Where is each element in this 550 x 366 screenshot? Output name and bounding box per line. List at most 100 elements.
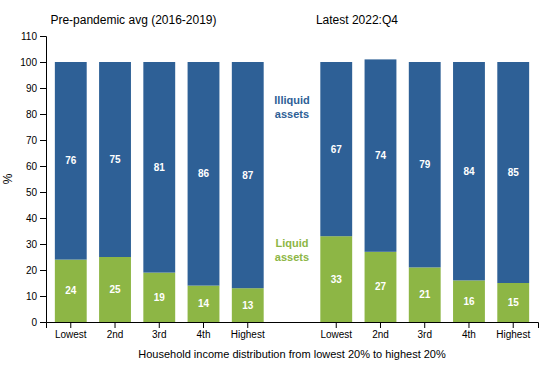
y-tick-label: 70: [26, 135, 38, 146]
x-tick-label: Lowest: [320, 329, 352, 340]
x-tick-label: 3rd: [418, 329, 432, 340]
chart-container: 2425191413332721161576758186876774798485…: [0, 0, 550, 366]
y-tick-mark: [40, 166, 46, 167]
legend-line: Liquid: [276, 237, 309, 249]
x-tick: 4th: [197, 322, 211, 340]
x-axis-line: [47, 323, 539, 329]
bar-segment: [320, 236, 352, 322]
x-tick-label: 4th: [462, 329, 476, 340]
chart: 2425191413332721161576758186876774798485…: [0, 0, 550, 366]
y-tick-label: 0: [31, 317, 37, 328]
bar-segment: [188, 286, 220, 322]
x-tick: 2nd: [372, 322, 389, 340]
data-label: 74: [375, 150, 387, 161]
y-tick: 50: [26, 187, 46, 198]
bar-segment: [99, 62, 131, 257]
y-tick-mark: [40, 62, 46, 63]
x-tick-mark: [380, 322, 381, 328]
x-tick: Highest: [496, 322, 530, 340]
data-label: 19: [154, 292, 166, 303]
data-label: 33: [331, 274, 343, 285]
x-tick: 4th: [462, 322, 476, 340]
data-label: 15: [508, 297, 520, 308]
bar-segment: [55, 260, 87, 322]
bar-segment: [365, 59, 397, 251]
data-label: 14: [198, 298, 210, 309]
x-tick: Lowest: [55, 322, 87, 340]
bar-segment: [143, 62, 175, 273]
y-tick: 0: [31, 317, 46, 328]
y-tick-label: 80: [26, 109, 38, 120]
y-tick-mark: [40, 192, 46, 193]
y-tick: 110: [21, 31, 46, 42]
bar-segment: [497, 283, 529, 322]
bar-segment: [232, 288, 264, 322]
bar-segment: [99, 257, 131, 322]
y-tick-label: 100: [20, 57, 37, 68]
y-tick-label: 90: [26, 83, 38, 94]
data-label: 87: [242, 170, 254, 181]
data-label: 27: [375, 281, 387, 292]
x-axis: Lowest 2nd 3rd 4th Highest Lowest 2nd 3rd 4th Hig…: [47, 322, 539, 340]
data-label: 84: [463, 166, 475, 177]
x-tick-mark: [424, 322, 425, 328]
x-tick-mark: [70, 322, 71, 328]
data-label: 16: [463, 296, 475, 307]
y-tick-mark: [40, 270, 46, 271]
x-tick-label: 2nd: [107, 329, 124, 340]
data-label: 21: [419, 289, 431, 300]
y-tick-mark: [40, 322, 46, 323]
y-tick: 100: [20, 57, 46, 68]
x-tick-mark: [468, 322, 469, 328]
bar-segment: [188, 62, 220, 286]
data-label: 81: [154, 162, 166, 173]
bar-segment: [365, 252, 397, 322]
legend-line: assets: [275, 108, 309, 120]
bar-segment: [453, 280, 485, 322]
group-title: Latest 2022:Q4: [316, 13, 398, 27]
y-tick: 10: [26, 291, 46, 302]
y-tick-label: 40: [26, 213, 38, 224]
y-tick-mark: [40, 36, 46, 37]
x-tick-label: Highest: [231, 329, 265, 340]
y-tick-mark: [40, 88, 46, 89]
x-tick-mark: [513, 322, 514, 328]
legend: Liquid assets Illiquid assets: [274, 94, 309, 263]
x-axis-title: Household income distribution from lowes…: [138, 348, 446, 360]
y-axis: 0102030405060708090100110: [20, 31, 46, 328]
x-tick-mark: [159, 322, 160, 328]
x-tick: Highest: [231, 322, 265, 340]
y-tick-mark: [40, 114, 46, 115]
x-tick: Lowest: [320, 322, 352, 340]
x-tick-label: 4th: [197, 329, 211, 340]
x-tick-label: Highest: [496, 329, 530, 340]
bar-segment: [409, 267, 441, 322]
bar-segment: [453, 62, 485, 280]
y-axis-title: %: [1, 173, 15, 184]
bars: [55, 59, 529, 322]
data-label: 85: [508, 167, 520, 178]
y-tick-mark: [40, 296, 46, 297]
y-tick-mark: [40, 140, 46, 141]
data-label: 76: [65, 155, 77, 166]
x-tick-mark: [336, 322, 337, 328]
bar-segment: [55, 62, 87, 260]
legend-line: assets: [275, 251, 309, 263]
x-tick-label: 2nd: [372, 329, 389, 340]
y-tick: 40: [26, 213, 46, 224]
legend-line: Illiquid: [274, 94, 309, 106]
y-tick-label: 30: [26, 239, 38, 250]
data-label: 75: [109, 154, 121, 165]
legend-entry: Illiquid assets: [274, 94, 309, 120]
y-tick-label: 10: [26, 291, 38, 302]
y-tick-label: 110: [21, 31, 37, 42]
bar-segment: [143, 273, 175, 322]
y-tick-label: 60: [26, 161, 38, 172]
y-tick: 90: [26, 83, 46, 94]
x-tick-label: Lowest: [55, 329, 87, 340]
bar-segment: [409, 62, 441, 267]
x-tick: 3rd: [152, 322, 166, 340]
x-tick-label: 3rd: [152, 329, 166, 340]
data-label: 25: [109, 284, 121, 295]
y-tick-mark: [40, 218, 46, 219]
